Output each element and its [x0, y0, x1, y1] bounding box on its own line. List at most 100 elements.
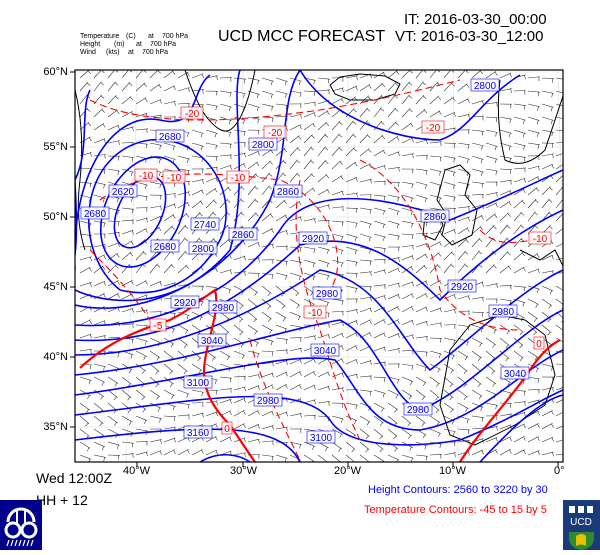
- wind-barb: [444, 377, 453, 387]
- lon-label: 30°W: [230, 465, 257, 477]
- wind-barb: [178, 238, 188, 247]
- wind-barb: [374, 181, 386, 185]
- wind-barb: [528, 187, 539, 195]
- wind-barb: [528, 212, 538, 221]
- wind-barb: [164, 143, 176, 150]
- wind-barb: [416, 336, 428, 340]
- wind-barb: [444, 182, 456, 189]
- wind-barb: [80, 403, 90, 413]
- wind-barb: [472, 169, 484, 176]
- wind-barb: [304, 286, 314, 296]
- wind-barb: [556, 325, 566, 335]
- lat-label: 55°N: [28, 141, 68, 153]
- wind-barb: [514, 200, 525, 208]
- wind-barb: [248, 199, 258, 208]
- wind-barb: [80, 429, 89, 439]
- wind-barb: [178, 390, 189, 398]
- wind-barb: [276, 104, 288, 110]
- wind-barb: [528, 299, 539, 308]
- wind-barb: [556, 398, 568, 403]
- wind-barb: [458, 390, 468, 400]
- wind-barb: [94, 221, 106, 227]
- wind-barb: [486, 390, 497, 398]
- wind-barb: [80, 349, 92, 353]
- wind-barb: [94, 82, 104, 91]
- wind-barb: [360, 260, 372, 265]
- wind-barb: [136, 143, 148, 148]
- wind-barb: [444, 229, 456, 234]
- wind-barb: [500, 266, 511, 273]
- wind-barb: [108, 416, 118, 426]
- wind-barb: [304, 160, 314, 169]
- wind-barb: [332, 176, 343, 182]
- height-contour-label: 3100: [310, 433, 333, 444]
- wind-barb: [248, 385, 260, 390]
- lon-label: 20°W: [334, 465, 361, 477]
- wind-barb: [416, 169, 428, 175]
- field-level: 700 hPa: [142, 49, 168, 57]
- wind-barb: [276, 350, 288, 354]
- wind-barb: [542, 91, 554, 97]
- wind-barb: [388, 442, 398, 452]
- height-contour-label: 2860: [424, 212, 447, 223]
- wind-barb: [444, 195, 456, 201]
- wind-barb: [304, 371, 315, 377]
- wind-barb: [220, 91, 232, 97]
- wind-barb: [318, 111, 329, 117]
- wind-barb: [416, 377, 426, 386]
- wind-barb: [192, 179, 204, 183]
- wind-barb: [80, 282, 92, 286]
- wind-barb: [290, 114, 302, 118]
- wind-barb: [360, 179, 372, 183]
- svg-text:UCD: UCD: [570, 517, 592, 528]
- wind-barb: [514, 156, 526, 161]
- wind-barb: [472, 251, 482, 260]
- wind-barb: [360, 360, 372, 364]
- wind-barb: [276, 372, 288, 377]
- wind-barb: [248, 424, 260, 429]
- wind-barb: [500, 73, 512, 78]
- wind-barb: [304, 112, 316, 117]
- wind-barb: [108, 82, 118, 91]
- wind-barb: [556, 410, 567, 416]
- wind-barb: [304, 247, 316, 253]
- wind-barb: [542, 299, 552, 309]
- wind-barb: [304, 455, 314, 464]
- wind-barb: [80, 221, 92, 228]
- wind-barb: [136, 441, 148, 445]
- wind-barb: [486, 71, 497, 78]
- wind-barb: [94, 321, 106, 325]
- wind-barb: [122, 252, 133, 260]
- wind-barb: [416, 109, 427, 117]
- wind-barb: [416, 195, 427, 202]
- wind-barb: [122, 377, 132, 387]
- wind-barb: [472, 312, 484, 317]
- wind-barb: [486, 143, 497, 150]
- wind-barb: [178, 225, 188, 234]
- wind-barb: [164, 101, 176, 105]
- wind-barb: [402, 182, 414, 188]
- wind-barb: [556, 375, 568, 379]
- wind-barb: [150, 182, 162, 188]
- wind-barb: [304, 91, 316, 96]
- wind-barb: [206, 130, 217, 137]
- temperature-contour-label: -20: [268, 128, 283, 139]
- wind-barb: [402, 442, 413, 451]
- wind-barb: [514, 252, 525, 260]
- wind-barb: [346, 147, 357, 156]
- wind-barb: [430, 323, 442, 327]
- wind-barb: [318, 299, 329, 306]
- wind-barb: [318, 401, 330, 405]
- wind-barb: [528, 436, 540, 442]
- wind-barb: [178, 88, 190, 92]
- wind-barb: [220, 388, 232, 392]
- wind-barb: [528, 166, 540, 170]
- wind-barb: [486, 265, 497, 273]
- wind-barb: [164, 438, 176, 442]
- wind-barb: [220, 270, 232, 274]
- wind-barb: [388, 348, 400, 352]
- wind-barb: [262, 455, 274, 461]
- lon-label: 10°W: [439, 465, 466, 477]
- temperature-contour-label: -10: [139, 171, 154, 182]
- wind-barb: [136, 228, 148, 234]
